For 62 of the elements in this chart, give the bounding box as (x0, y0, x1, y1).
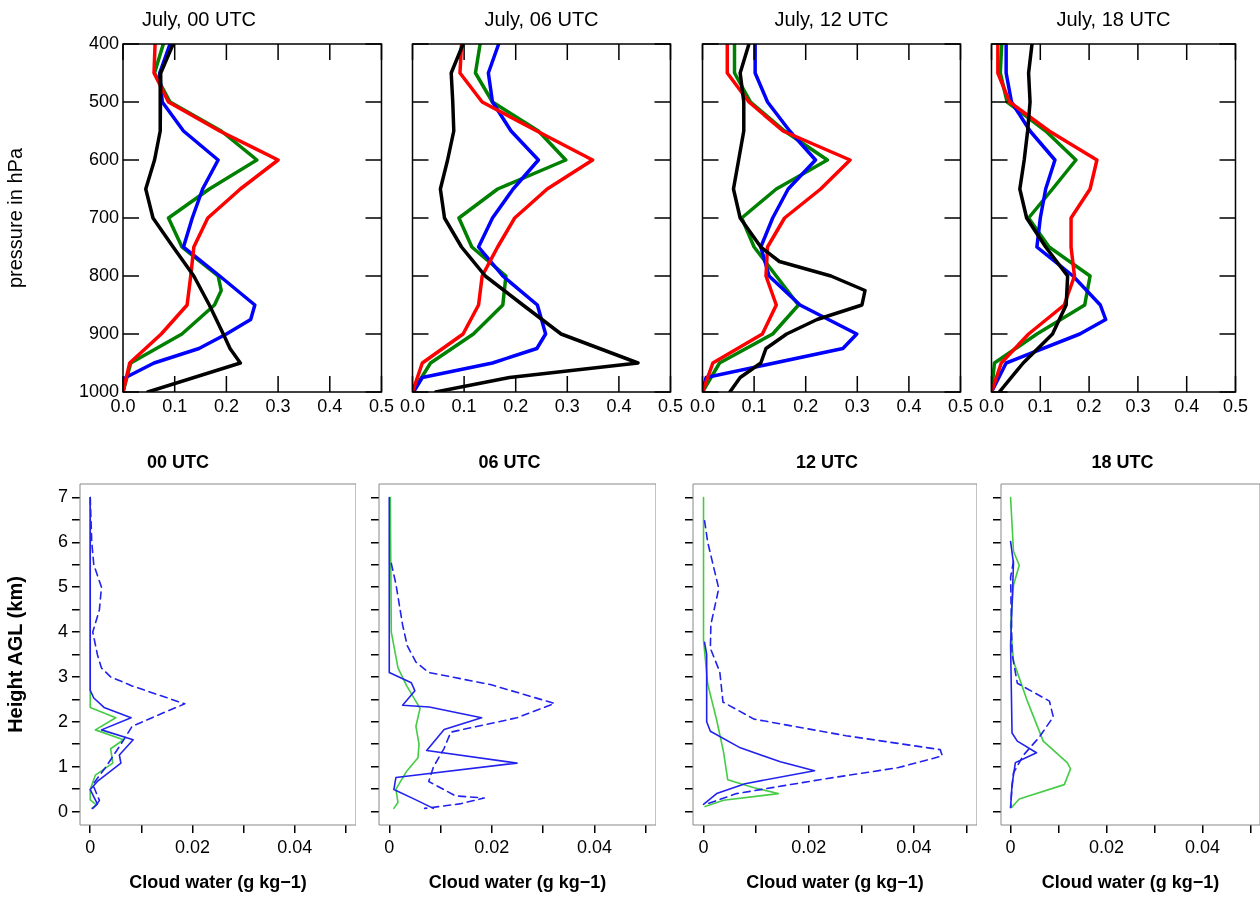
x-tick-label: 0.04 (896, 836, 932, 857)
y-tick-label: 400 (88, 32, 119, 53)
y-tick-label: 1 (57, 755, 68, 776)
y-tick-label: 600 (88, 148, 119, 169)
chart-title: July, 18 UTC (1056, 7, 1171, 30)
y-tick-label: 900 (88, 322, 119, 343)
y-tick-label: 700 (88, 206, 119, 227)
y-axis-title: pressure in hPa (3, 147, 26, 289)
x-tick-label: 0.0 (979, 395, 1005, 416)
y-tick-label: 500 (88, 90, 119, 111)
x-tick-label: 0.1 (741, 395, 767, 416)
x-axis-title: Cloud water (g kg−1) (428, 872, 607, 893)
chart-title: 06 UTC (478, 451, 541, 472)
x-axis-title: Cloud water (g kg−1) (746, 872, 924, 893)
x-tick-label: 0.2 (793, 395, 819, 416)
x-tick-label: 0.5 (368, 395, 394, 416)
x-tick-label: 0.3 (554, 395, 580, 416)
x-tick-label: 0.2 (1076, 395, 1102, 416)
x-tick-label: 0.2 (213, 395, 239, 416)
x-tick-label: 0.1 (451, 395, 477, 416)
x-tick-label: 0.4 (606, 395, 632, 416)
x-tick-label: 0.1 (1027, 395, 1053, 416)
x-tick-label: 0.4 (317, 395, 343, 416)
y-tick-label: 5 (57, 576, 68, 597)
x-tick-label: 0.3 (265, 395, 291, 416)
x-tick-label: 0 (384, 836, 395, 857)
y-tick-label: 4 (57, 621, 68, 642)
x-tick-label: 0.02 (1089, 836, 1125, 857)
x-tick-label: 0.3 (844, 395, 870, 416)
chart-title: 00 UTC (146, 451, 210, 472)
x-tick-label: 0.02 (791, 836, 827, 857)
x-tick-label: 0.0 (690, 395, 716, 416)
y-tick-label: 3 (57, 665, 68, 686)
x-tick-label: 0.04 (1184, 836, 1220, 857)
x-axis-title: Cloud water (g kg−1) (1041, 872, 1220, 893)
y-axis-title: Height AGL (km) (3, 576, 26, 733)
x-tick-label: 0.02 (474, 836, 510, 857)
chart-title: 12 UTC (795, 451, 859, 472)
x-tick-label: 0 (1005, 836, 1016, 857)
x-tick-label: 0.04 (277, 836, 313, 857)
y-tick-label: 0 (57, 800, 68, 821)
chart-title: July, 12 UTC (774, 7, 889, 30)
x-tick-label: 0.4 (1174, 395, 1200, 416)
chart-title: July, 00 UTC (141, 7, 257, 30)
x-tick-label: 0.5 (1222, 395, 1248, 416)
x-tick-label: 0.2 (503, 395, 529, 416)
y-tick-label: 7 (57, 486, 68, 507)
chart-title: July, 06 UTC (484, 7, 599, 30)
x-tick-label: 0.5 (657, 395, 683, 416)
x-axis-title: Cloud water (g kg−1) (129, 872, 307, 893)
x-tick-label: 0.5 (947, 395, 973, 416)
y-tick-label: 800 (88, 264, 119, 285)
x-tick-label: 0.0 (400, 395, 426, 416)
chart-title: 18 UTC (1091, 451, 1154, 472)
x-tick-label: 0.1 (162, 395, 188, 416)
x-tick-label: 0.4 (896, 395, 922, 416)
x-tick-label: 0.3 (1125, 395, 1151, 416)
x-tick-label: 0.02 (174, 836, 210, 857)
y-tick-label: 6 (57, 531, 68, 552)
x-tick-label: 0.04 (576, 836, 612, 857)
x-tick-label: 0 (698, 836, 709, 857)
y-tick-label: 2 (57, 710, 68, 731)
